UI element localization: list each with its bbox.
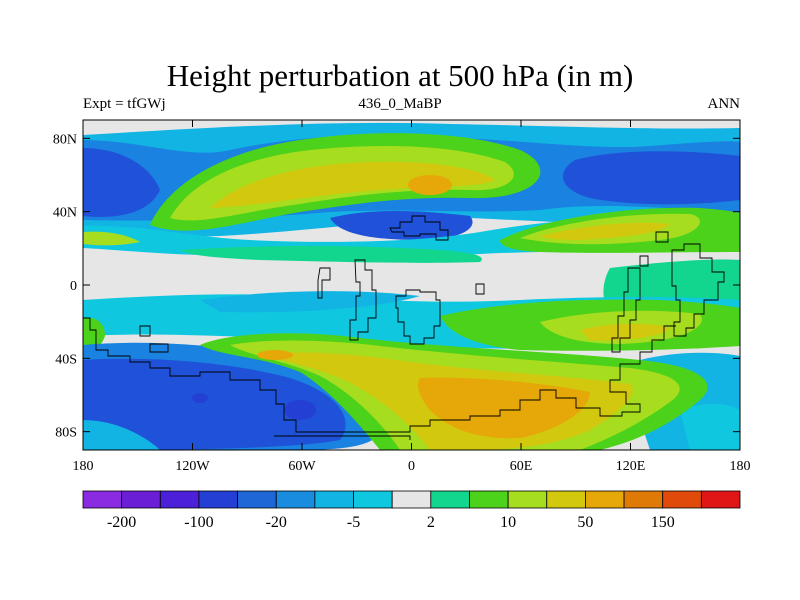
lon-tick-label: 120E: [616, 459, 646, 474]
coastline: [389, 215, 449, 241]
colorbar-swatch: [507, 490, 548, 509]
lat-tick-label: 40S: [55, 352, 77, 367]
latitude-axis: 80N 40N 0 40S 80S: [53, 132, 740, 441]
longitude-axis: 180 120W 60W 0 60E 120E 180: [73, 120, 751, 474]
colorbar-swatch: [353, 490, 393, 509]
lat-tick-label: 80S: [55, 426, 77, 441]
coastline: [611, 267, 641, 353]
coastline: [317, 267, 331, 299]
contour-region: [83, 148, 160, 217]
contour-region: [200, 291, 420, 313]
coastline: [655, 231, 669, 243]
colorbar-swatch: [275, 490, 316, 509]
colorbar-swatch: [198, 490, 238, 509]
coastline: [83, 317, 676, 433]
colorbar-swatch: [662, 490, 702, 509]
lat-tick-label: 80N: [53, 132, 77, 147]
colorbar-label: -200: [107, 514, 136, 531]
contour-region: [83, 317, 105, 351]
colorbar-swatch: [391, 490, 432, 509]
coastline: [639, 255, 649, 267]
colorbar-swatch: [237, 490, 277, 509]
colorbar-swatch: [430, 490, 470, 509]
colorbar-swatch: [700, 490, 741, 509]
contour-region: [330, 211, 473, 240]
colorbar-label: 50: [577, 514, 593, 531]
contour-region: [83, 231, 140, 246]
colorbar-label: 150: [651, 514, 675, 531]
contour-region: [257, 350, 293, 360]
coastline: [274, 435, 411, 440]
colorbar-label: 10: [500, 514, 516, 531]
lon-tick-label: 180: [73, 459, 94, 474]
contour-field: [83, 120, 740, 450]
colorbar-label: -5: [347, 514, 360, 531]
experiment-label: Expt = tfGWj: [83, 96, 166, 112]
coastline: [149, 343, 169, 353]
contour-region: [563, 151, 740, 205]
contour-region: [580, 323, 670, 341]
colorbar: -200 -100 -20 -5 2 10 50 150: [82, 490, 741, 531]
contour-region: [418, 377, 590, 439]
colorbar-swatch: [623, 490, 664, 509]
colorbar-swatch: [82, 490, 123, 509]
contour-region: [83, 420, 160, 450]
colorbar-swatch: [159, 490, 200, 509]
contour-region: [210, 161, 495, 208]
contour-region: [192, 393, 208, 403]
lon-tick-label: 60W: [288, 459, 316, 474]
contour-region: [284, 400, 316, 420]
time-label: 436_0_MaBP: [358, 96, 442, 112]
colorbar-label: -100: [184, 514, 213, 531]
colorbar-label: -20: [266, 514, 287, 531]
coastline: [349, 259, 377, 341]
colorbar-swatch: [314, 490, 354, 509]
lat-tick-label: 0: [70, 279, 77, 294]
colorbar-swatch: [585, 490, 625, 509]
colorbar-swatch: [469, 490, 509, 509]
coastline: [395, 289, 441, 345]
season-label: ANN: [707, 96, 741, 112]
lon-tick-label: 60E: [510, 459, 533, 474]
lon-tick-label: 120W: [175, 459, 210, 474]
plot-title: Height perturbation at 500 hPa (in m): [166, 58, 634, 93]
colorbar-label: 2: [427, 514, 435, 531]
coastline: [671, 243, 725, 337]
contour-region: [680, 403, 740, 450]
contour-region: [408, 175, 452, 195]
lon-tick-label: 0: [408, 459, 415, 474]
contour-region: [180, 245, 482, 263]
coastlines: [83, 215, 725, 440]
colorbar-swatch: [121, 490, 161, 509]
coastline: [475, 283, 485, 295]
lat-tick-label: 40N: [53, 206, 77, 221]
coastline: [139, 325, 151, 337]
lon-tick-label: 180: [730, 459, 751, 474]
contour-region: [540, 222, 670, 240]
contour-region: [83, 358, 346, 450]
colorbar-swatch: [546, 490, 586, 509]
